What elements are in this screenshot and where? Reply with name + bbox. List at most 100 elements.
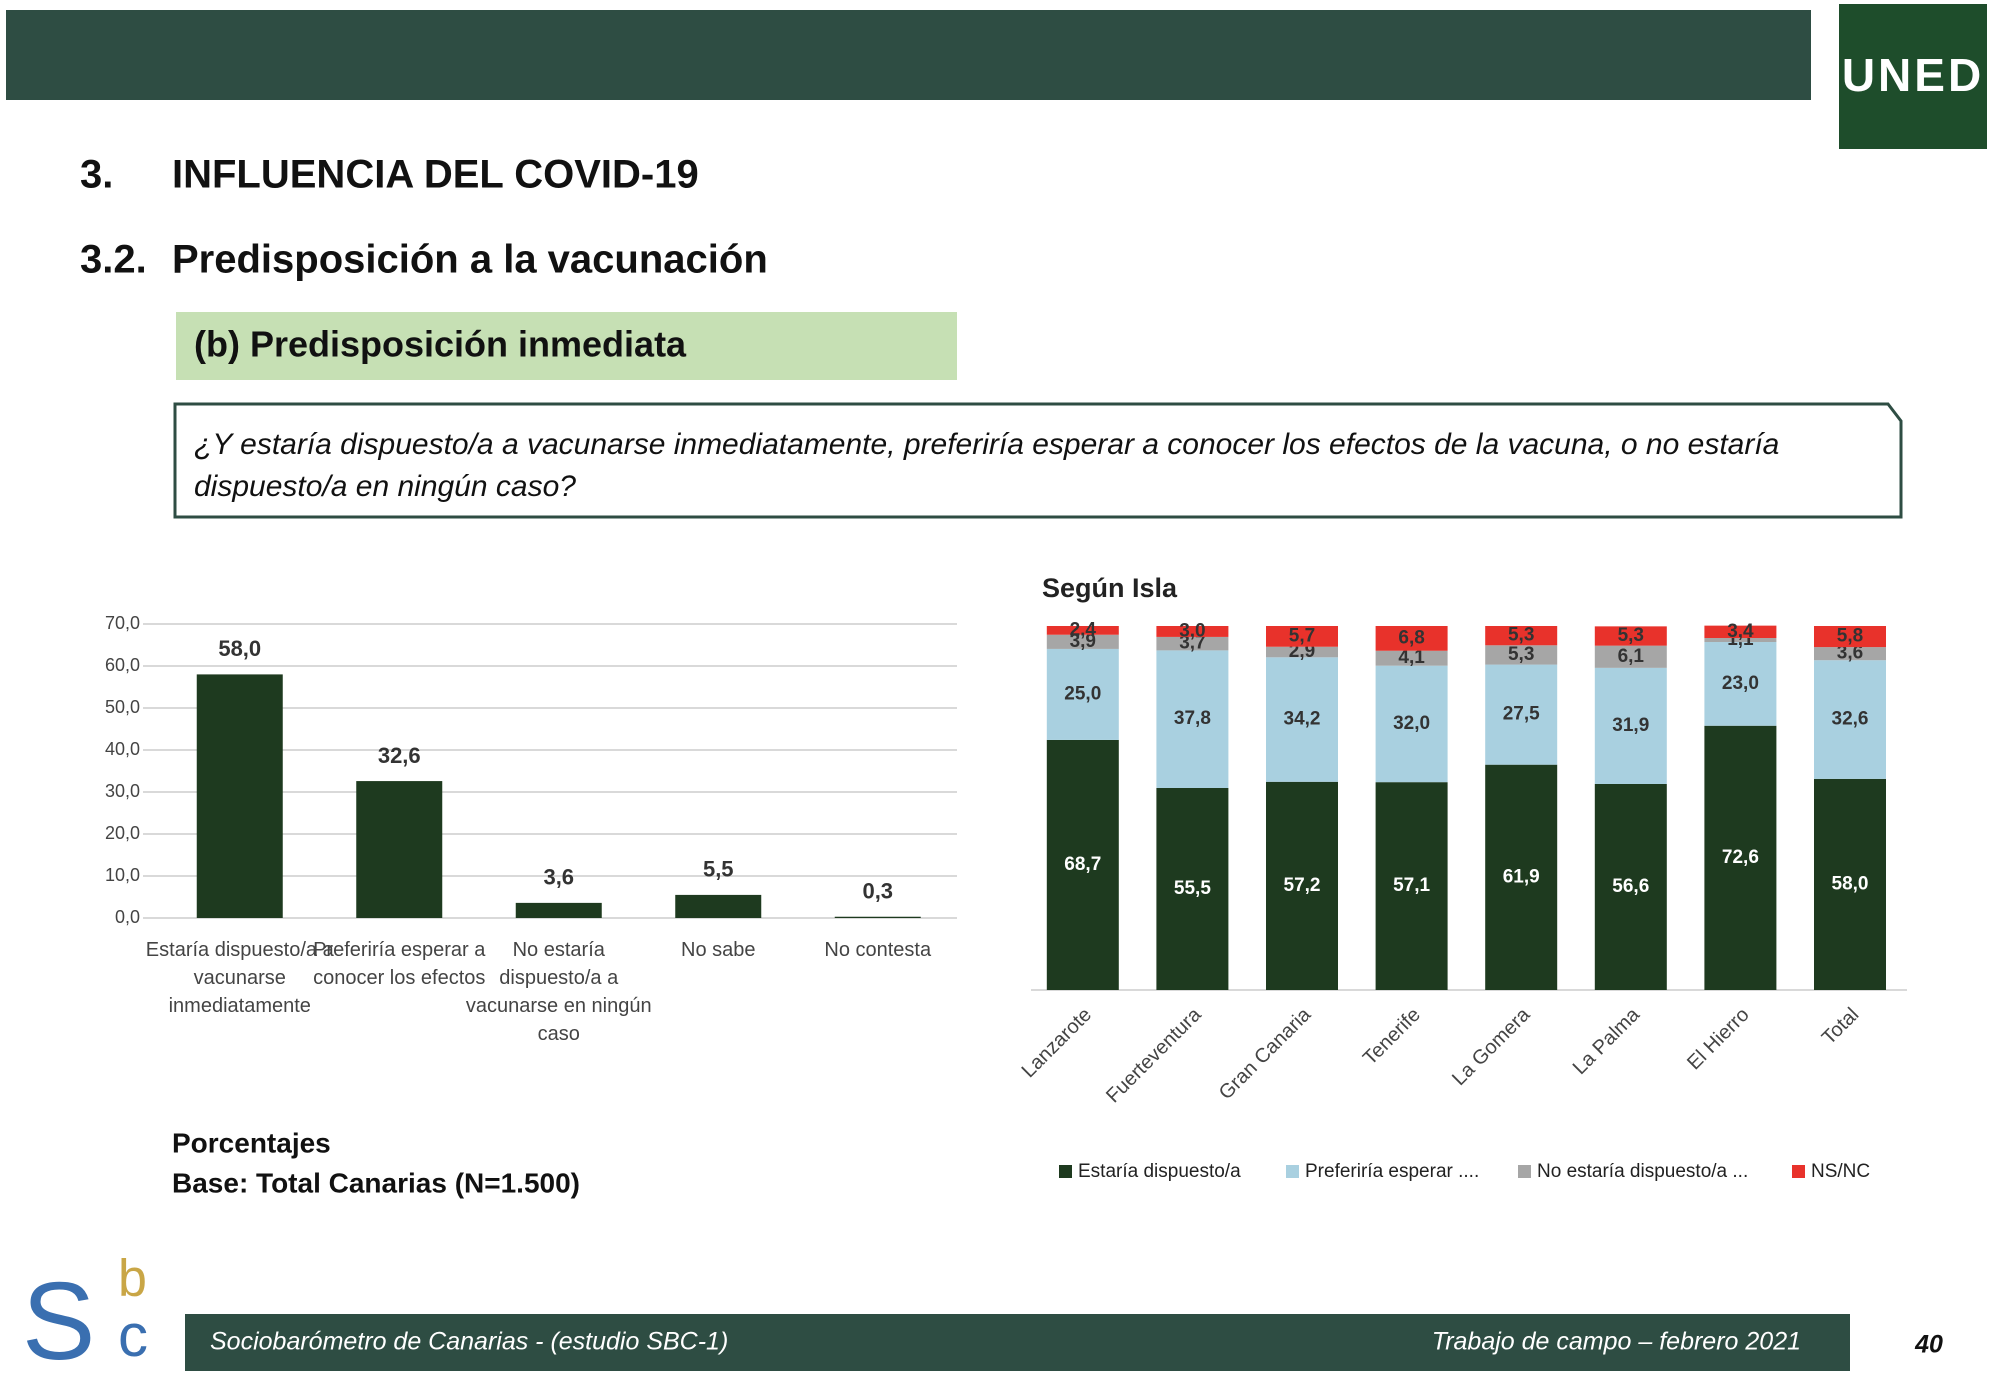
legend-swatch <box>1518 1165 1531 1178</box>
x-tick-label: Estaría dispuesto/a a vacunarse inmediat… <box>145 939 334 1017</box>
bar-segment <box>1704 638 1777 643</box>
data-label: 68,7 <box>1064 854 1101 875</box>
data-label: 5,5 <box>703 857 734 882</box>
data-label: 34,2 <box>1284 709 1321 730</box>
bar-segment <box>1046 648 1119 740</box>
bar <box>834 916 921 918</box>
data-label: 3,4 <box>1727 621 1754 642</box>
data-label: 5,3 <box>1618 625 1644 646</box>
data-label: 2,4 <box>1070 619 1097 640</box>
data-label: 31,9 <box>1612 715 1649 736</box>
data-label: 61,9 <box>1503 866 1540 887</box>
bar <box>356 781 443 918</box>
section-title: INFLUENCIA DEL COVID-19 <box>172 153 699 197</box>
bar-segment <box>1046 634 1119 649</box>
data-label: 32,6 <box>378 743 421 768</box>
bar-segment <box>1375 650 1448 666</box>
x-tick-label: Preferiría esperar a conocer los efectos <box>313 939 486 989</box>
y-tick-label: 20,0 <box>105 823 140 843</box>
data-label: 4,1 <box>1398 647 1425 668</box>
x-tick-label: La Palma <box>1569 1003 1645 1079</box>
chart-title: Según Isla <box>1042 573 1178 603</box>
x-tick-label: Gran Canaria <box>1215 1003 1316 1104</box>
bar-segment <box>1594 626 1667 646</box>
top-banner <box>6 10 1811 100</box>
data-label: 5,8 <box>1837 626 1863 647</box>
sbc-logo: S <box>22 1260 95 1383</box>
question-box <box>173 402 1903 519</box>
bar-segment <box>1485 626 1558 646</box>
bar-segment <box>1375 665 1448 783</box>
subsection-title: Predisposición a la vacunación <box>172 238 768 282</box>
y-tick-label: 30,0 <box>105 781 140 801</box>
bar-segment <box>1594 667 1667 784</box>
legend-swatch <box>1059 1165 1072 1178</box>
x-tick-label: No estaría dispuesto/a a vacunarse en ni… <box>465 939 652 1045</box>
bar <box>515 902 602 918</box>
bar-segment <box>1814 647 1886 661</box>
data-label: 56,6 <box>1612 876 1649 897</box>
data-label: 3,0 <box>1179 620 1205 641</box>
data-label: 3,6 <box>543 865 574 890</box>
data-label: 3,6 <box>1837 643 1863 664</box>
data-label: 23,0 <box>1722 673 1759 694</box>
data-label: 58,0 <box>218 636 261 661</box>
bar-segment <box>1156 626 1229 637</box>
data-label: 58,0 <box>1832 873 1869 894</box>
y-tick-label: 10,0 <box>105 865 140 885</box>
x-tick-label: No sabe <box>681 939 756 961</box>
bar-segment <box>1704 642 1777 726</box>
data-label: 5,3 <box>1508 644 1534 665</box>
legend-label: NS/NC <box>1811 1161 1870 1182</box>
bar-segment <box>1704 725 1777 990</box>
bar-segment <box>1485 645 1558 665</box>
legend-swatch <box>1792 1165 1805 1178</box>
data-label: 57,1 <box>1393 875 1430 896</box>
footer-right: Trabajo de campo – febrero 2021 <box>1432 1328 1801 1356</box>
y-tick-label: 40,0 <box>105 739 140 759</box>
data-label: 3,9 <box>1070 631 1096 652</box>
x-tick-label: Tenerife <box>1359 1004 1425 1070</box>
bar-segment <box>1156 787 1229 990</box>
bar-segment <box>1266 646 1338 658</box>
legend-label: No estaría dispuesto/a ... <box>1537 1161 1748 1182</box>
footer-bar <box>185 1314 1850 1371</box>
data-label: 25,0 <box>1064 683 1101 704</box>
legend-label: Preferiría esperar .... <box>1305 1161 1479 1182</box>
y-tick-label: 50,0 <box>105 697 140 717</box>
bar-segment <box>1375 626 1448 651</box>
data-label: 32,6 <box>1832 709 1869 730</box>
bar-segment <box>1704 625 1777 639</box>
data-label: 37,8 <box>1174 708 1211 729</box>
bar-segment <box>1156 636 1229 651</box>
x-tick-label: El Hierro <box>1683 1004 1754 1075</box>
bar-segment <box>1485 664 1558 765</box>
data-label: 57,2 <box>1284 875 1321 896</box>
data-label: 5,3 <box>1508 625 1534 646</box>
bar <box>675 894 762 918</box>
data-label: 27,5 <box>1503 704 1540 725</box>
bar-segment <box>1814 660 1886 779</box>
uned-logo: UNED <box>1842 49 1984 101</box>
sbc-logo: c <box>118 1302 148 1369</box>
question: ¿Y estaría dispuesto/a a vacunarse inmed… <box>194 428 1780 503</box>
data-label: 32,0 <box>1393 713 1430 734</box>
sbc-logo: b <box>118 1250 147 1308</box>
x-tick-label: No contesta <box>824 939 932 961</box>
subsection-number: 3.2. <box>80 238 147 282</box>
panel-title: (b) Predisposición inmediata <box>194 324 687 365</box>
bar <box>196 674 283 918</box>
bar-segment <box>1046 739 1119 990</box>
y-tick-label: 60,0 <box>105 655 140 675</box>
data-label: 55,5 <box>1174 878 1211 899</box>
bar-segment <box>1266 657 1338 782</box>
x-tick-label: Total <box>1818 1004 1863 1049</box>
x-tick-label: La Gomera <box>1448 1003 1535 1090</box>
x-tick-label: Fuerteventura <box>1102 1003 1206 1107</box>
y-tick-label: 70,0 <box>105 613 140 633</box>
footer-left: Sociobarómetro de Canarias - (estudio SB… <box>210 1328 728 1356</box>
y-tick-label: 0,0 <box>115 907 140 927</box>
uned-logo-box <box>1839 4 1987 149</box>
section-number: 3. <box>80 153 113 197</box>
